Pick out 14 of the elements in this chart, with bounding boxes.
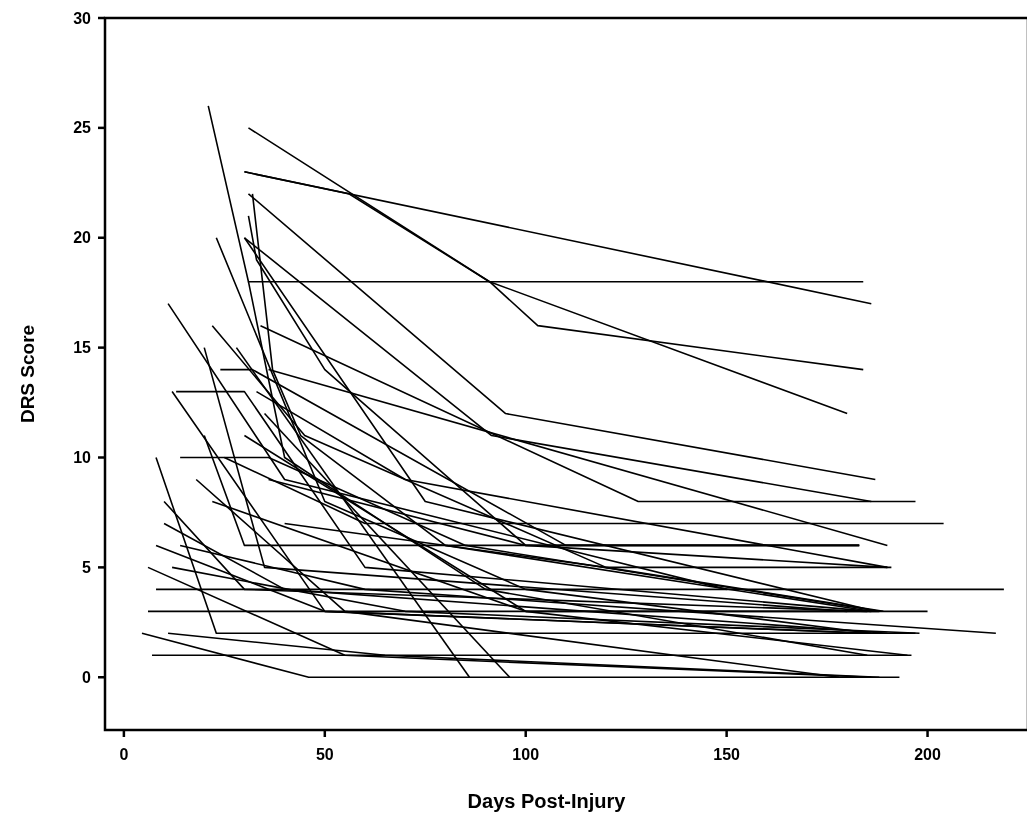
y-tick-label: 5 [82,558,92,576]
y-tick-label: 10 [73,449,92,467]
y-tick-label: 20 [73,229,92,247]
x-tick-label: 100 [512,746,540,763]
x-axis-title: Days Post-Injury [467,790,627,812]
y-tick-label: 0 [82,668,92,686]
y-tick-label: 25 [73,119,92,137]
x-tick-label: 50 [315,746,334,763]
y-axis-title: DRS Score [17,324,38,424]
y-tick-label: 15 [73,339,92,357]
x-tick-label: 0 [119,746,129,763]
x-tick-label: 150 [713,746,741,763]
x-tick-label: 200 [914,746,941,763]
y-tick-label: 30 [73,9,92,27]
